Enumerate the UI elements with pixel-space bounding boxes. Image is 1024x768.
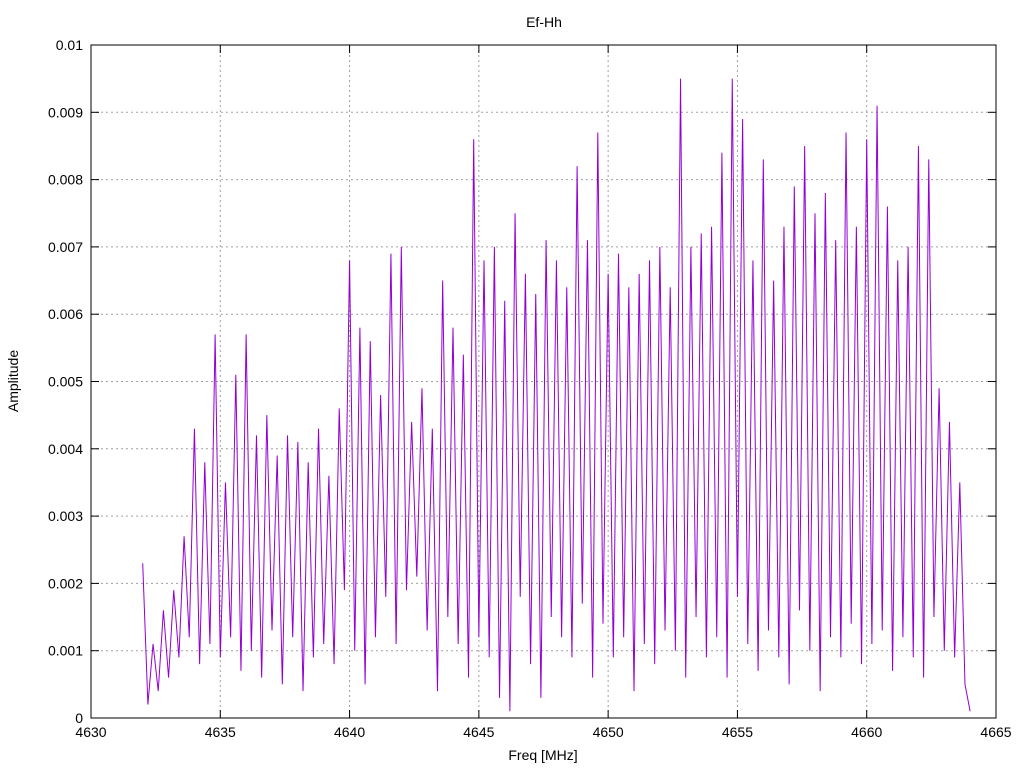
x-tick-label: 4640 [334, 724, 365, 740]
y-tick-label: 0.002 [48, 575, 83, 591]
data-line [142, 78, 971, 712]
x-tick-label: 4650 [593, 724, 624, 740]
x-tick-label: 4665 [980, 724, 1011, 740]
y-tick-label: 0.004 [48, 441, 83, 457]
x-tick-label: 4630 [75, 724, 106, 740]
x-tick-label: 4645 [463, 724, 494, 740]
x-axis-label: Freq [MHz] [508, 747, 577, 763]
y-tick-label: 0.001 [48, 643, 83, 659]
y-tick-label: 0 [75, 710, 83, 726]
plot-border [90, 44, 997, 719]
x-tick-label: 4660 [851, 724, 882, 740]
y-tick-label: 0.005 [48, 374, 83, 390]
y-tick-label: 0.007 [48, 239, 83, 255]
chart-title: Ef-Hh [526, 14, 562, 30]
y-tick-label: 0.009 [48, 104, 83, 120]
y-tick-label: 0.003 [48, 508, 83, 524]
y-axis-label: Amplitude [5, 350, 21, 412]
y-tick-label: 0.01 [56, 37, 83, 53]
x-tick-label: 4655 [722, 724, 753, 740]
x-tick-label: 4635 [205, 724, 236, 740]
y-tick-label: 0.006 [48, 306, 83, 322]
y-tick-label: 0.008 [48, 172, 83, 188]
